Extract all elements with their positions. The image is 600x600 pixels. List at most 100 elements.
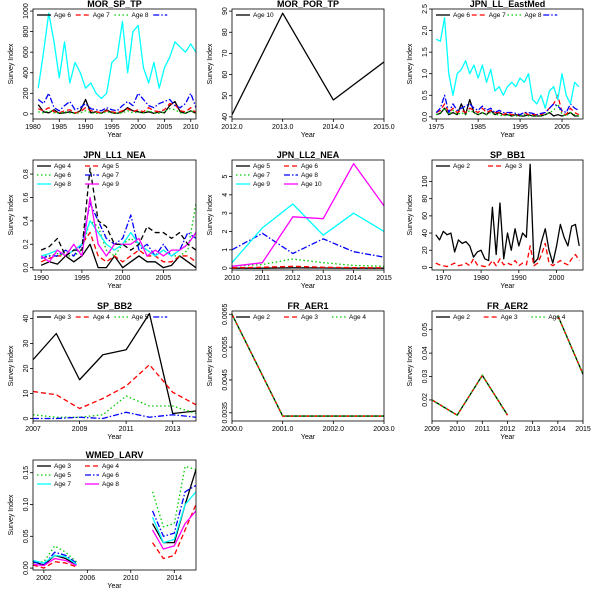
legend-label: Age 8 [102,481,119,488]
plot-frame [32,159,197,271]
y-tick-label: 20 [422,246,429,254]
y-axis-label: Survey Index [407,345,414,386]
y-tick-label: 1000 [23,3,30,19]
legend-label: Age 3 [54,314,71,321]
y-tick-label: 0 [422,265,429,269]
series-line-age-6 [232,265,384,269]
x-tick-label: 2005 [156,275,172,282]
series-line-age-6 [33,484,196,566]
x-tick-label: 2014 [550,426,566,433]
panel-title: JPN_LL2_NEA [277,150,340,160]
x-tick-label: 2006 [80,575,96,582]
x-axis-label: Year [500,434,515,441]
series-line-age-5 [33,395,196,418]
series-group [232,313,384,417]
legend-label: Age 7 [102,172,119,179]
y-tick-label: 0 [222,266,229,270]
x-tick-label: 2003.0 [373,426,395,433]
x-axis-label: Year [500,283,515,290]
panel-jpn-ll-eastmed: JPN_LL_EastMed 1975 1985 1995 2005 Year 0.0 0.5… [407,0,584,139]
series-group [40,167,196,269]
series-line-unlabeled-6 [40,167,196,257]
legend-label: Age 6 [54,12,71,19]
y-tick-label: 800 [23,26,30,38]
y-tick-label: 3 [222,211,229,215]
x-tick-label: 1990 [78,124,94,131]
panel-title: SP_BB2 [97,301,132,311]
series-line-unlabeled-3 [33,411,196,420]
y-tick-label: 0.6 [23,192,30,202]
series-line-age-6 [435,98,579,117]
legend-label: Age 4 [548,314,565,321]
y-tick-label: 400 [23,67,30,79]
panel-sp-bb2: SP_BB2 2007 2009 2011 2013 Year 0 10 20 30 40 Surve… [8,301,197,441]
y-tick-label: 0.0055 [222,336,229,358]
series-line-age-2 [232,313,384,417]
x-tick-label: 2014 [346,275,362,282]
series-group [33,465,196,569]
series-line-age-6 [41,203,196,257]
x-tick-label: 2012.0 [221,124,243,131]
y-tick-label: 0.0 [23,263,30,273]
x-tick-label: 2013.0 [272,124,294,131]
x-tick-label: 1985 [52,124,68,131]
legend-label: Age 6 [54,172,71,179]
x-tick-label: 2011 [255,275,270,282]
x-tick-label: 1990 [33,275,49,282]
legend-label: Age 10 [253,12,274,19]
panel-jpn-ll2-nea: JPN_LL2_NEA 2010 2011 2012 2013 2014 2015 Year 0… [207,150,392,290]
series-line-age-3 [33,312,196,415]
legend-label: Age 4 [54,163,71,170]
series-line-age-10 [232,163,384,267]
x-tick-label: 1990 [511,275,527,282]
series-line-age-4 [432,315,583,416]
x-tick-label: 2011 [475,426,490,433]
y-tick-label: 0.5 [422,90,429,100]
panel-title: WMED_LARV [86,450,144,460]
y-tick-label: 60 [222,71,229,79]
series-line-age-9 [232,203,384,264]
legend-label: Age 8 [54,181,71,188]
y-tick-label: 10 [23,390,30,398]
series-line-unlabeled-3 [435,94,580,116]
legend: Age 6 Age 7 Age 8 [436,12,558,19]
y-tick-label: 0.02 [422,393,429,407]
y-tick-label: 0.0035 [222,402,229,424]
x-tick-label: 2015.0 [373,124,395,131]
x-axis-label: Year [107,132,122,139]
x-tick-label: 2009 [424,426,440,433]
series-group [33,312,196,420]
legend: Age 5 Age 6 Age 7 Age 8 Age 9 Age 10 [236,163,322,188]
legend-label: Age 5 [54,472,71,479]
y-tick-label: 90 [222,7,229,15]
legend-label: Age 8 [525,12,542,19]
y-tick-label: 0 [23,416,30,420]
y-axis-label: Survey Index [207,43,214,84]
x-tick-label: 2013 [525,426,541,433]
y-axis-label: Survey Index [8,345,15,386]
y-tick-label: 20 [23,365,30,373]
legend-label: Age 4 [102,463,119,470]
plot-frame [231,159,385,271]
x-tick-label: 1995 [512,124,528,131]
legend-label: Age 4 [349,314,366,321]
x-tick-label: 2010 [123,575,139,582]
y-tick-label: 40 [222,113,229,121]
legend: Age 2 Age 3 Age 4 [436,314,566,321]
y-axis-label: Survey Index [407,43,414,84]
series-group [37,12,196,114]
x-axis-label: Year [107,434,122,441]
y-tick-label: 1 [222,248,229,252]
legend-label: Age 7 [54,481,71,488]
series-line-age-7 [38,102,196,114]
legend-label: Age 2 [453,163,470,170]
panel-fr-aer2: FR_AER2 2009 2010 2011 2012 2013 2014 2015 Year 0… [407,301,591,441]
plot-frame [231,310,385,422]
plot-frame [32,8,197,120]
series-line-age-8 [33,510,196,567]
legend: Age 2 Age 3 [436,163,522,170]
legend: Age 6 Age 7 Age 8 [37,12,168,19]
series-group [435,163,580,268]
